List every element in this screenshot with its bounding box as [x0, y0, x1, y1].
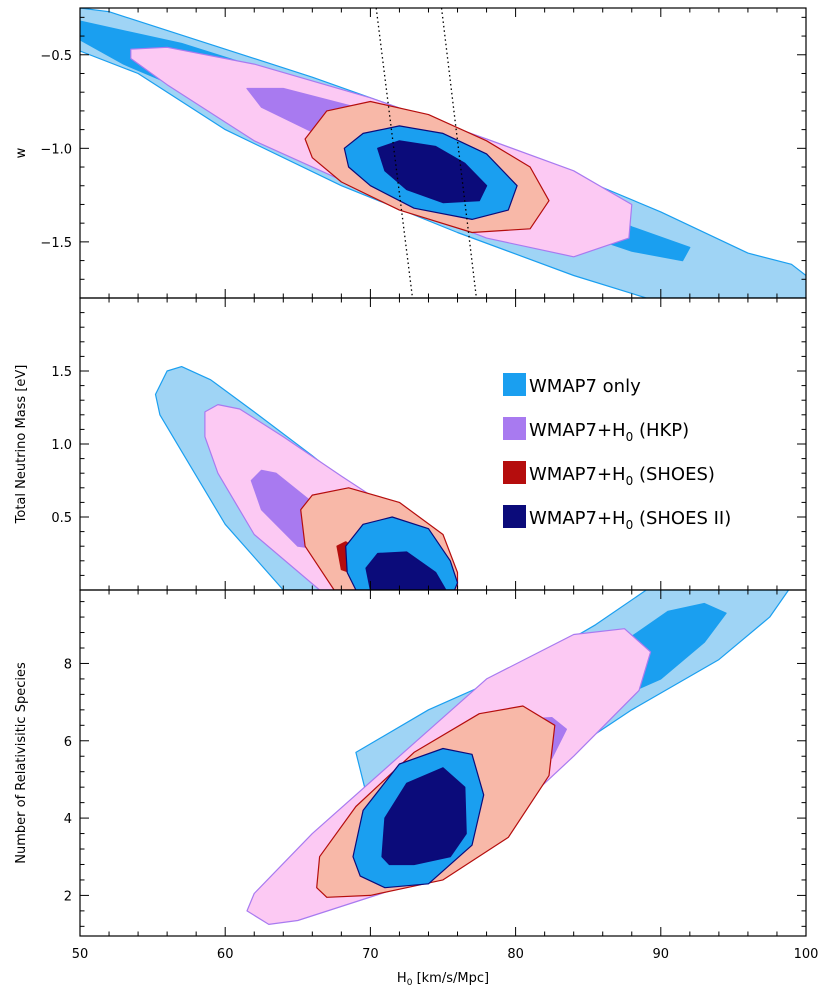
legend-label: WMAP7 only [529, 376, 641, 397]
legend-label: WMAP7+H0 (SHOES) [529, 464, 715, 488]
ytick-label-neff: 2 [64, 889, 72, 904]
ytick-label-mnu: 1.0 [51, 438, 72, 453]
panel-mnu [154, 366, 459, 590]
xtick-label: 70 [362, 947, 379, 962]
legend-swatch [503, 461, 526, 484]
ytick-label-neff: 6 [64, 735, 72, 750]
xlabel: H0 [km/s/Mpc] [397, 971, 489, 988]
ytick-label-w: −1.0 [40, 142, 72, 157]
ytick-label-w: −0.5 [40, 49, 72, 64]
ylabel-mnu: Total Neutrino Mass [eV] [14, 365, 29, 525]
contour-mnu-shoes2-inner [365, 551, 447, 590]
xtick-label: 90 [653, 947, 670, 962]
ylabel-w: w [14, 147, 29, 158]
xtick-label: 100 [794, 947, 819, 962]
ytick-label-w: −1.5 [40, 236, 72, 251]
legend-label: WMAP7+H0 (HKP) [529, 420, 689, 444]
dotted-line-w-0 [375, 8, 414, 298]
dotted-line-w-1 [440, 8, 478, 298]
ylabel-neff: Number of Relativisitic Species [14, 662, 29, 864]
legend-swatch [503, 505, 526, 528]
xtick-label: 80 [507, 947, 524, 962]
contour-neff-shoes2-inner [381, 767, 467, 866]
legend: WMAP7 only WMAP7+H0 (HKP) WMAP7+H0 (SHOES)… [503, 373, 731, 532]
legend-swatch [503, 373, 526, 396]
panel-neff [246, 590, 790, 926]
panel-frame-neff [79, 589, 807, 937]
ytick-label-neff: 8 [64, 657, 72, 672]
panel-w [80, 8, 806, 298]
ytick-label-mnu: 1.5 [51, 365, 72, 380]
ytick-label-mnu: 0.5 [51, 511, 72, 526]
legend-label: WMAP7+H0 (SHOES II) [529, 508, 731, 532]
contour-w-shoes2-inner [377, 140, 488, 204]
legend-swatch [503, 417, 526, 440]
ytick-label-neff: 4 [64, 812, 72, 827]
xtick-label: 50 [72, 947, 89, 962]
xtick-label: 60 [217, 947, 234, 962]
